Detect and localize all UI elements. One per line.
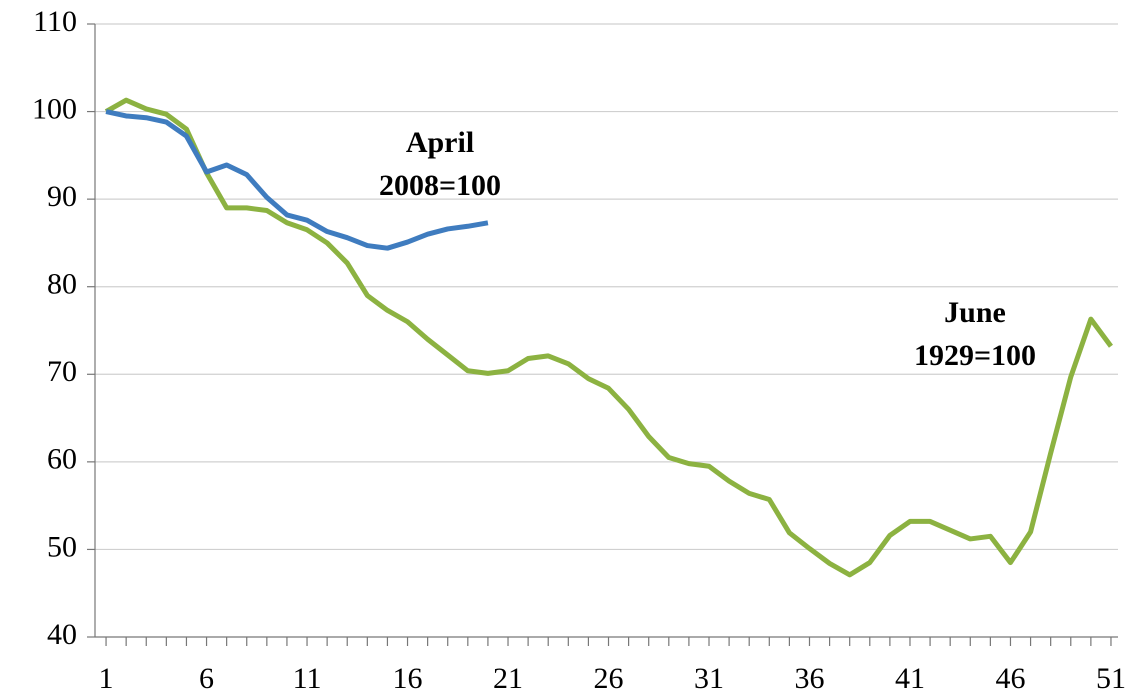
annotation: 2008=100	[379, 169, 501, 202]
x-tick-label: 36	[794, 662, 824, 695]
x-tick-label: 46	[995, 662, 1025, 695]
y-tick-label: 50	[47, 530, 77, 563]
series-line	[104, 97, 1113, 578]
x-tick-label: 21	[493, 662, 523, 695]
y-tick-label: 90	[47, 180, 77, 213]
y-tick-label: 110	[33, 5, 77, 38]
x-tick-label: 41	[895, 662, 925, 695]
annotation: June	[944, 296, 1006, 329]
y-tick-label: 100	[32, 92, 77, 125]
series-line	[105, 109, 489, 251]
annotation: 1929=100	[914, 339, 1036, 372]
y-tick-label: 80	[47, 268, 77, 301]
y-tick-label: 60	[47, 443, 77, 476]
x-tick-label: 31	[694, 662, 724, 695]
x-tick-label: 11	[293, 662, 322, 695]
x-tick-label: 1	[99, 662, 114, 695]
x-tick-label: 16	[393, 662, 423, 695]
y-tick-label: 40	[47, 618, 77, 651]
x-tick-label: 26	[594, 662, 624, 695]
y-tick-label: 70	[47, 355, 77, 388]
x-tick-label: 6	[199, 662, 214, 695]
annotation: April	[406, 126, 474, 159]
x-tick-label: 51	[1096, 662, 1126, 695]
